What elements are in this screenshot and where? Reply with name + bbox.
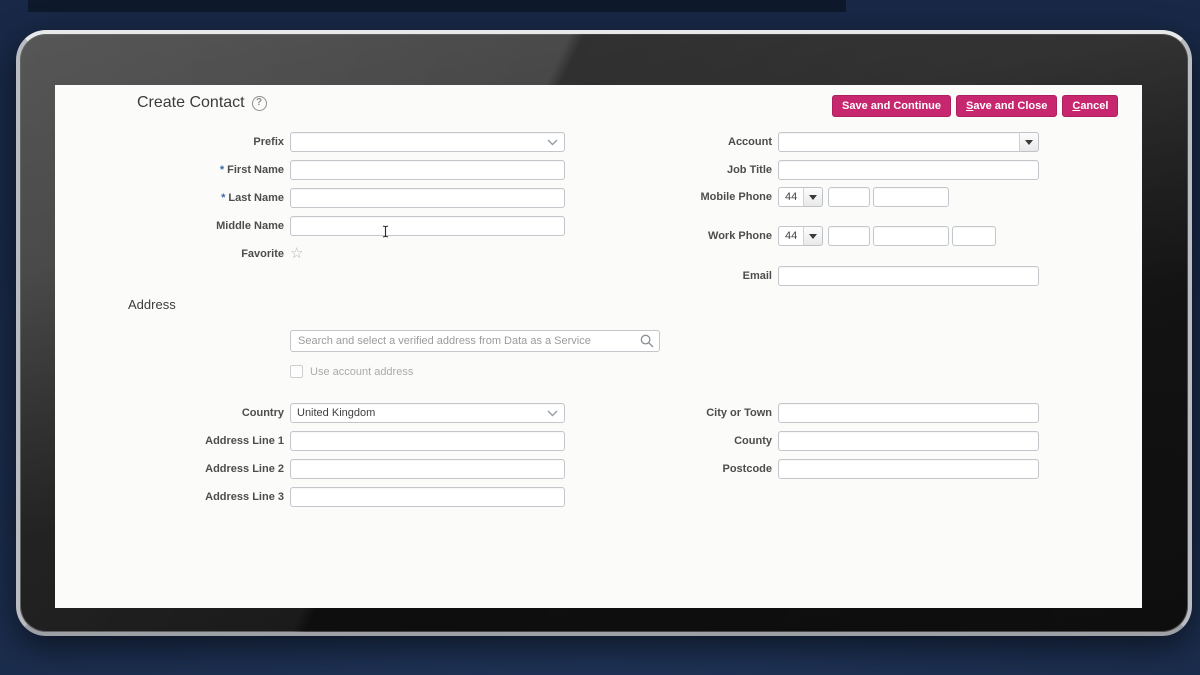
address-line-3-label: Address Line 3: [205, 491, 284, 503]
help-icon[interactable]: ?: [251, 95, 267, 111]
action-buttons: Save and Continue Save and Close Cancel: [832, 95, 1119, 117]
country-label: Country: [241, 407, 284, 419]
chevron-down-icon: [547, 138, 558, 146]
favorite-field: Favorite ☆: [55, 246, 303, 261]
text-cursor-pointer: [382, 225, 389, 238]
address-line-2-input[interactable]: [290, 459, 565, 479]
last-name-input[interactable]: [290, 188, 565, 208]
address-line-1-input[interactable]: [290, 431, 565, 451]
work-phone-label: Work Phone: [708, 230, 772, 242]
account-input[interactable]: [778, 132, 1020, 152]
mobile-phone-label: Mobile Phone: [700, 191, 773, 203]
postcode-input[interactable]: [778, 459, 1039, 479]
mobile-area-input[interactable]: [828, 187, 870, 207]
address-search-field: [290, 330, 660, 352]
address-line-2-field: Address Line 2: [55, 459, 565, 479]
work-country-code-dropdown-button[interactable]: [803, 226, 823, 246]
address-section-heading: Address: [128, 297, 176, 312]
tablet-frame: Create Contact ? Save and Continue Save …: [16, 30, 1192, 636]
work-country-code[interactable]: 44: [778, 226, 804, 246]
use-account-address-row: Use account address: [290, 365, 413, 378]
country-select[interactable]: United Kingdom: [290, 403, 565, 423]
chevron-down-icon: [547, 409, 558, 417]
job-title-input[interactable]: [778, 160, 1039, 180]
county-field: County: [543, 431, 1039, 451]
address-search-input[interactable]: [290, 330, 660, 352]
middle-name-field: Middle Name: [55, 216, 565, 236]
country-field: Country United Kingdom: [55, 403, 565, 423]
work-number-input[interactable]: [873, 226, 949, 246]
address-line-1-field: Address Line 1: [55, 431, 565, 451]
work-phone-field: Work Phone 44: [543, 226, 996, 246]
email-field: Email: [543, 266, 1039, 286]
country-value: United Kingdom: [297, 407, 376, 419]
job-title-field: Job Title: [543, 160, 1039, 180]
use-account-address-label: Use account address: [310, 365, 414, 378]
address-line-3-field: Address Line 3: [55, 487, 565, 507]
middle-name-input[interactable]: [290, 216, 565, 236]
dropdown-arrow-icon: [1025, 139, 1033, 145]
work-extension-input[interactable]: [952, 226, 996, 246]
mobile-country-code[interactable]: 44: [778, 187, 804, 207]
required-marker: *: [221, 192, 226, 204]
favorite-star-icon[interactable]: ☆: [290, 245, 304, 262]
work-area-input[interactable]: [828, 226, 870, 246]
email-label: Email: [742, 270, 772, 282]
background-dark-band: [28, 0, 846, 12]
first-name-input[interactable]: [290, 160, 565, 180]
app-screen: Create Contact ? Save and Continue Save …: [55, 85, 1142, 608]
save-and-continue-button[interactable]: Save and Continue: [832, 95, 952, 117]
postcode-label: Postcode: [722, 463, 772, 475]
county-input[interactable]: [778, 431, 1039, 451]
dropdown-arrow-icon: [809, 233, 817, 239]
mobile-country-code-dropdown-button[interactable]: [803, 187, 823, 207]
city-field: City or Town: [543, 403, 1039, 423]
county-label: County: [734, 435, 772, 447]
use-account-address-checkbox[interactable]: [290, 365, 303, 378]
account-field: Account: [543, 132, 1039, 152]
page-title-text: Create Contact: [137, 94, 245, 111]
cancel-button[interactable]: Cancel: [1062, 95, 1119, 117]
prefix-select[interactable]: [290, 132, 565, 152]
account-dropdown-button[interactable]: [1019, 132, 1039, 152]
job-title-label: Job Title: [726, 164, 772, 176]
required-marker: *: [219, 164, 225, 176]
mobile-phone-field: Mobile Phone 44: [543, 187, 949, 207]
city-label: City or Town: [706, 407, 772, 419]
search-icon[interactable]: [640, 334, 654, 348]
mobile-number-input[interactable]: [873, 187, 949, 207]
email-input[interactable]: [778, 266, 1039, 286]
address-line-1-label: Address Line 1: [205, 435, 284, 447]
middle-name-label: Middle Name: [216, 220, 284, 232]
first-name-field: * First Name: [55, 160, 565, 180]
dropdown-arrow-icon: [809, 194, 817, 200]
account-label: Account: [728, 136, 772, 148]
address-line-2-label: Address Line 2: [205, 463, 284, 475]
last-name-label: * Last Name: [221, 192, 284, 204]
postcode-field: Postcode: [543, 459, 1039, 479]
city-input[interactable]: [778, 403, 1039, 423]
last-name-field: * Last Name: [55, 188, 565, 208]
prefix-field: Prefix: [55, 132, 565, 152]
prefix-label: Prefix: [253, 136, 284, 148]
favorite-label: Favorite: [241, 247, 284, 260]
first-name-label: * First Name: [219, 164, 284, 176]
save-and-close-button[interactable]: Save and Close: [956, 95, 1058, 117]
page-title: Create Contact ?: [137, 94, 267, 112]
address-line-3-input[interactable]: [290, 487, 565, 507]
